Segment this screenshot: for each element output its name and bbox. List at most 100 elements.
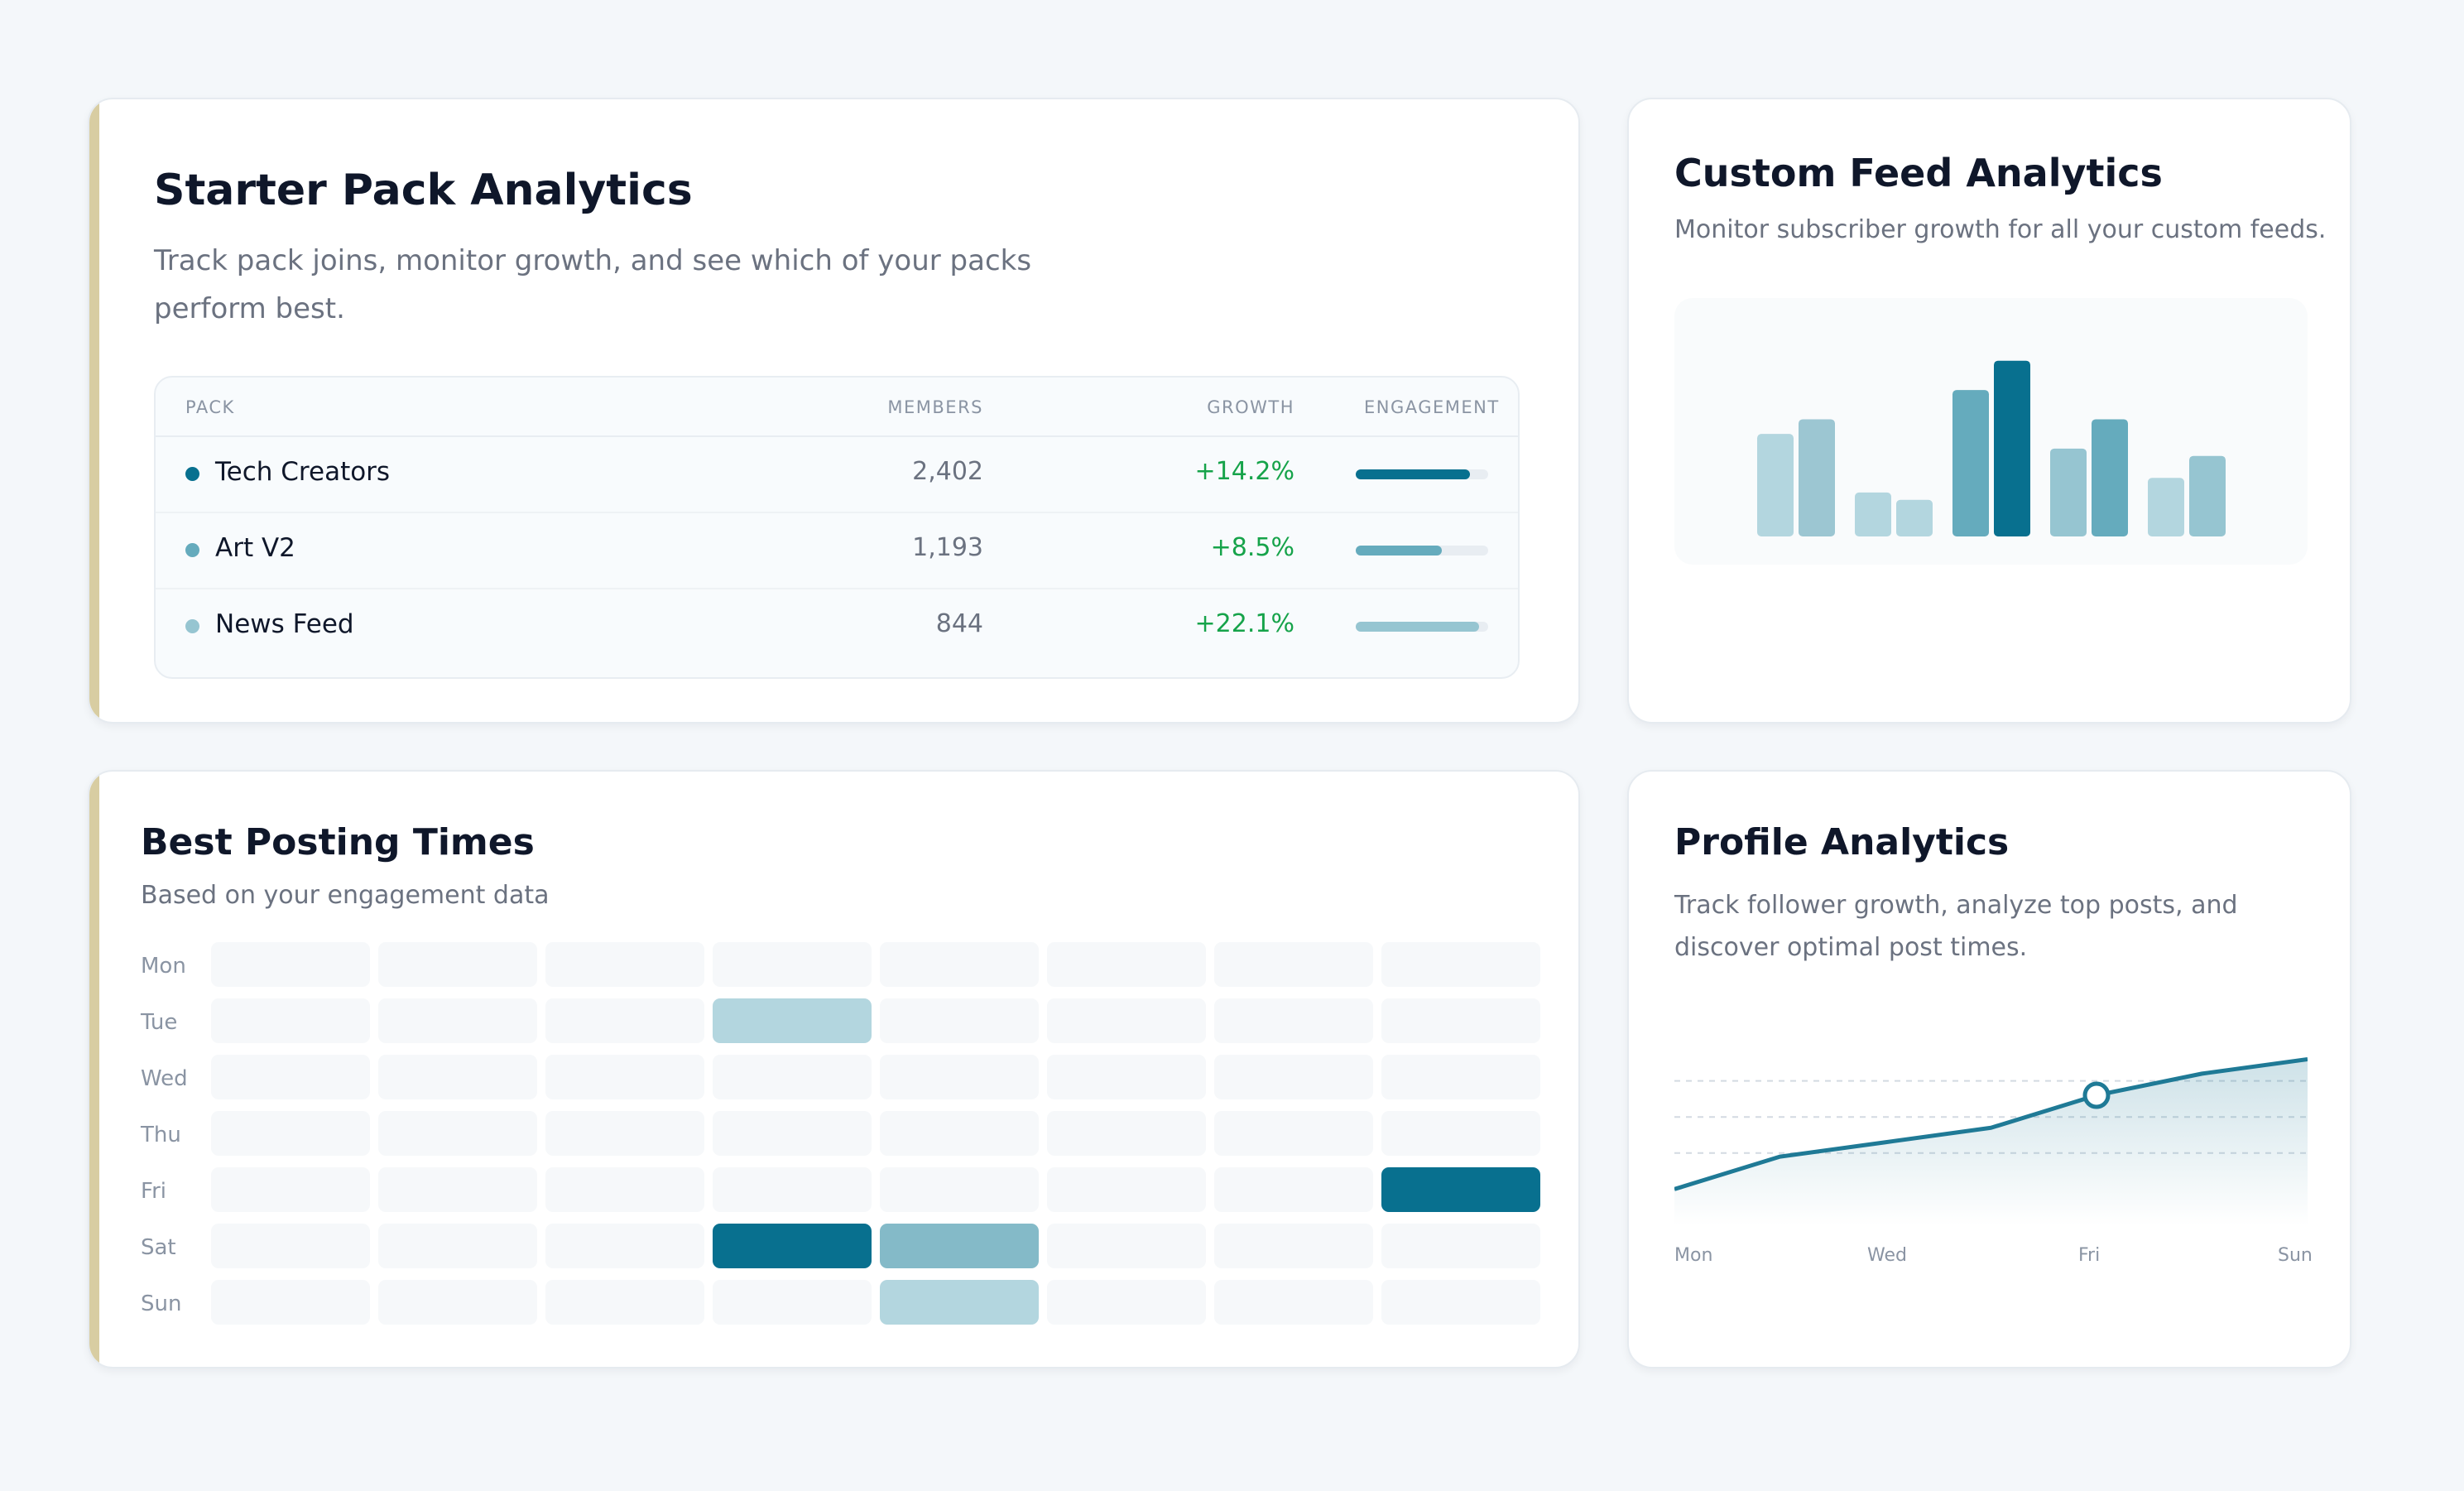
heatmap-cell[interactable]	[713, 1111, 872, 1156]
heatmap-cell[interactable]	[378, 1280, 537, 1325]
heatmap-cell[interactable]	[1047, 998, 1206, 1043]
heatmap-cell[interactable]	[1214, 942, 1373, 987]
heatmap-cell[interactable]	[378, 998, 537, 1043]
engagement-bar-fill	[1356, 622, 1479, 632]
heatmap-cell[interactable]	[211, 1055, 370, 1099]
heatmap-day-label: Wed	[141, 1066, 188, 1091]
table-row[interactable]: Tech Creators 2,402 +14.2%	[156, 435, 1518, 513]
engagement-bar-fill	[1356, 546, 1442, 556]
pack-members: 1,193	[912, 533, 983, 562]
pack-name[interactable]: Tech Creators	[215, 457, 391, 487]
heatmap-cell[interactable]	[378, 942, 537, 987]
heatmap-row: Thu	[141, 1111, 1548, 1156]
pack-name[interactable]: News Feed	[215, 609, 354, 639]
heatmap-day-label: Tue	[141, 1010, 178, 1035]
feed-bar-chart	[1674, 298, 2308, 565]
heatmap-cell[interactable]	[1047, 1055, 1206, 1099]
heatmap-cell[interactable]	[1214, 1055, 1373, 1099]
heatmap-row: Tue	[141, 998, 1548, 1043]
custom-feed-subtitle: Monitor subscriber growth for all your c…	[1674, 215, 2327, 244]
pack-members: 844	[935, 609, 983, 638]
heatmap-cell[interactable]	[1047, 1224, 1206, 1268]
heatmap-cell[interactable]	[1214, 1224, 1373, 1268]
heatmap-cell[interactable]	[1047, 1167, 1206, 1212]
heatmap-cell[interactable]	[1047, 942, 1206, 987]
heatmap-cell[interactable]	[211, 942, 370, 987]
pack-color-dot	[185, 543, 199, 557]
table-row[interactable]: Art V2 1,193 +8.5%	[156, 512, 1518, 589]
heatmap-cell[interactable]	[545, 998, 704, 1043]
heatmap-cell[interactable]	[545, 1224, 704, 1268]
custom-feed-title: Custom Feed Analytics	[1674, 151, 2163, 195]
heatmap-cell[interactable]	[1381, 1111, 1540, 1156]
heatmap-cell[interactable]	[713, 1055, 872, 1099]
heatmap-cell[interactable]	[880, 1280, 1039, 1325]
engagement-bar	[1356, 469, 1488, 479]
x-tick-label: Mon	[1674, 1245, 1713, 1266]
profile-title: Profile Analytics	[1674, 821, 2010, 863]
heatmap-cell[interactable]	[880, 998, 1039, 1043]
starter-pack-subtitle: Track pack joins, monitor growth, and se…	[154, 244, 1032, 325]
heatmap-cell[interactable]	[545, 1055, 704, 1099]
feed-bar	[1994, 360, 2030, 536]
heatmap-cell[interactable]	[713, 1224, 872, 1268]
heatmap-row: Sat	[141, 1224, 1548, 1268]
heatmap-cell[interactable]	[713, 998, 872, 1043]
heatmap-cell[interactable]	[1381, 1224, 1540, 1268]
heatmap-cell[interactable]	[880, 942, 1039, 987]
heatmap-cell[interactable]	[378, 1224, 537, 1268]
heatmap-cell[interactable]	[211, 1224, 370, 1268]
follower-line-chart	[1674, 1056, 2308, 1225]
heatmap-cell[interactable]	[713, 1280, 872, 1325]
table-row[interactable]: News Feed 844 +22.1%	[156, 588, 1518, 664]
pack-growth: +22.1%	[1194, 609, 1294, 638]
heatmap-cell[interactable]	[1214, 998, 1373, 1043]
heatmap-cell[interactable]	[545, 1111, 704, 1156]
heatmap-row: Fri	[141, 1167, 1548, 1212]
heatmap-cell[interactable]	[713, 1167, 872, 1212]
pack-name[interactable]: Art V2	[215, 533, 295, 563]
heatmap-cell[interactable]	[1214, 1111, 1373, 1156]
heatmap-cell[interactable]	[1214, 1167, 1373, 1212]
highlight-point[interactable]	[2082, 1081, 2111, 1109]
heatmap-cell[interactable]	[1381, 942, 1540, 987]
heatmap-cell[interactable]	[545, 1167, 704, 1212]
starter-pack-title: Starter Pack Analytics	[154, 166, 693, 215]
x-tick-label: Wed	[1867, 1245, 1907, 1266]
heatmap-cell[interactable]	[378, 1111, 537, 1156]
engagement-bar	[1356, 622, 1488, 632]
heatmap-cell[interactable]	[1047, 1280, 1206, 1325]
heatmap-cell[interactable]	[545, 1280, 704, 1325]
heatmap-cell[interactable]	[1214, 1280, 1373, 1325]
custom-feed-card: Custom Feed Analytics Monitor subscriber…	[1627, 98, 2351, 724]
heatmap-cell[interactable]	[211, 1167, 370, 1212]
feed-bar	[1757, 434, 1794, 536]
engagement-bar	[1356, 546, 1488, 556]
heatmap-cell[interactable]	[880, 1167, 1039, 1212]
profile-analytics-card: Profile Analytics Track follower growth,…	[1627, 770, 2351, 1368]
heatmap-cell[interactable]	[545, 942, 704, 987]
heatmap-cell[interactable]	[713, 942, 872, 987]
heatmap-row: Mon	[141, 942, 1548, 987]
pack-growth: +8.5%	[1210, 533, 1294, 562]
posting-times-title: Best Posting Times	[141, 821, 535, 863]
starter-pack-card: Starter Pack Analytics Track pack joins,…	[88, 98, 1580, 724]
heatmap-cell[interactable]	[1381, 998, 1540, 1043]
pack-color-dot	[185, 619, 199, 633]
heatmap-cell[interactable]	[211, 998, 370, 1043]
heatmap-cell[interactable]	[211, 1280, 370, 1325]
heatmap-cell[interactable]	[1381, 1055, 1540, 1099]
follower-line	[1674, 1056, 2308, 1191]
heatmap-cell[interactable]	[1047, 1111, 1206, 1156]
heatmap-cell[interactable]	[211, 1111, 370, 1156]
pack-members: 2,402	[912, 457, 983, 486]
heatmap-cell[interactable]	[880, 1111, 1039, 1156]
heatmap-cell[interactable]	[1381, 1280, 1540, 1325]
heatmap-cell[interactable]	[378, 1167, 537, 1212]
posting-times-subtitle: Based on your engagement data	[141, 881, 550, 910]
heatmap-cell[interactable]	[880, 1224, 1039, 1268]
heatmap-cell[interactable]	[378, 1055, 537, 1099]
heatmap-cell[interactable]	[1381, 1167, 1540, 1212]
column-header-pack: PACK	[185, 397, 235, 417]
heatmap-cell[interactable]	[880, 1055, 1039, 1099]
